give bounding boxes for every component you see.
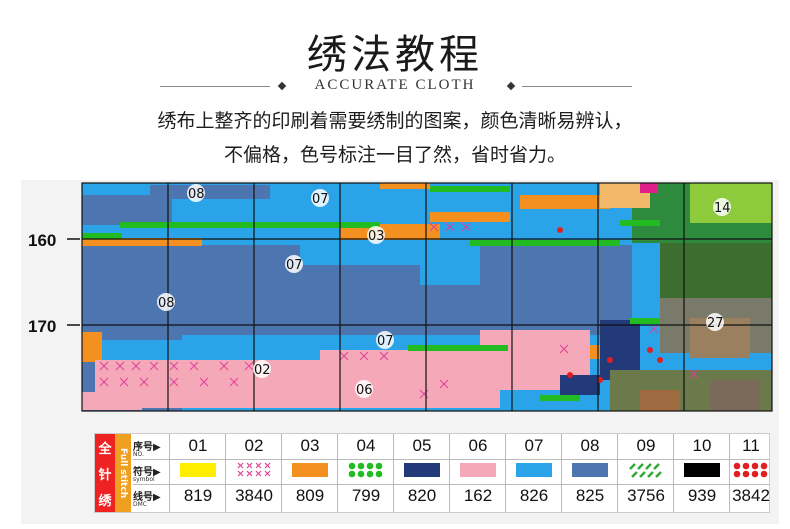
region-label-text: 07: [286, 258, 303, 273]
entry-dmc-code: 820: [407, 486, 437, 505]
entry-dmc-code: 3840: [235, 486, 273, 505]
color-legend: 全 针 绣 Full stitch 序号▶ NO. 符号▶ symbol 线号▶…: [94, 433, 770, 513]
legend-entry: 02 3840: [225, 434, 282, 512]
entry-number: 01: [188, 436, 208, 455]
region-label: 03: [367, 226, 385, 244]
entry-dmc-code: 939: [687, 486, 717, 505]
green-slash-icon: [628, 462, 664, 482]
orange-fill-icon: [292, 462, 328, 481]
region-label-text: 07: [377, 334, 394, 349]
entry-number: 08: [580, 436, 600, 455]
entry-number: 05: [412, 436, 432, 455]
row-header-cn: 符号: [133, 467, 153, 478]
row-header-no: 序号▶ NO.: [133, 438, 169, 458]
entry-dmc-code: 3756: [627, 486, 665, 505]
region-label-text: 08: [158, 296, 175, 311]
legend-entry: 07 826: [505, 434, 562, 512]
navy-fill-icon: [404, 462, 440, 481]
stitch-category-cn: 全 针 绣: [95, 434, 115, 512]
entry-dmc-code: 162: [463, 486, 493, 505]
region-label: 07: [376, 331, 394, 349]
row-header-dmc: 线号▶ DMC: [133, 488, 169, 508]
category-char: 全: [98, 441, 112, 457]
region-label-text: 27: [707, 316, 724, 331]
legend-entry: 04 799: [337, 434, 394, 512]
row-header-en: symbol: [133, 476, 155, 483]
yellow-fill-icon: [180, 462, 216, 481]
pink-cross-icon: [236, 462, 272, 482]
region-label-text: 02: [254, 363, 271, 378]
region-label: 02: [253, 360, 271, 378]
entry-number: 04: [356, 436, 376, 455]
entry-number: 03: [300, 436, 320, 455]
green-dots-icon: [348, 462, 384, 482]
region-label-text: 03: [368, 229, 385, 244]
entry-dmc-code: 799: [351, 486, 381, 505]
entry-number: 07: [524, 436, 544, 455]
entry-number: 02: [244, 436, 264, 455]
entry-dmc-code: 3842: [732, 486, 770, 505]
subtitle-divider-left: [160, 86, 270, 87]
row-label-170: 170: [28, 317, 57, 336]
entry-dmc-code: 819: [183, 486, 213, 505]
row-header-symbol: 符号▶ symbol: [133, 463, 169, 483]
legend-entry: 09 3756: [617, 434, 674, 512]
subtitle-row: ACCURATE CLOTH: [0, 76, 790, 96]
legend-entry: 03 809: [281, 434, 338, 512]
legend-entry: 10 939: [673, 434, 730, 512]
legend-entry: 08 825: [561, 434, 618, 512]
region-label: 07: [311, 189, 329, 207]
pink-fill-icon: [460, 462, 496, 481]
steel-fill-icon: [572, 462, 608, 481]
region-label: 08: [157, 293, 175, 311]
subtitle-divider-right: [522, 86, 632, 87]
description-line-1: 绣布上整齐的印刷着需要绣制的图案，颜色清晰易辨认，: [157, 110, 633, 132]
blue-fill-icon: [516, 462, 552, 481]
row-header-en: DMC: [133, 501, 147, 508]
region-label-text: 08: [188, 187, 205, 202]
legend-entry: 05 820: [393, 434, 450, 512]
region-label: 06: [355, 380, 373, 398]
region-label: 07: [285, 255, 303, 273]
entry-dmc-code: 825: [575, 486, 605, 505]
page-title: 绣法教程: [307, 32, 483, 78]
entry-number: 11: [742, 436, 760, 455]
entry-dmc-code: 809: [295, 486, 325, 505]
legend-entry: 06 162: [449, 434, 506, 512]
row-header-cn: 序号: [133, 442, 153, 453]
row-header-cn: 线号: [133, 492, 153, 503]
region-label: 14: [713, 198, 731, 216]
legend-entry: 01 819: [169, 434, 226, 512]
category-char: 绣: [98, 493, 112, 509]
legend-entry: 11 3842: [729, 434, 772, 512]
entry-number: 06: [468, 436, 488, 455]
green-dots-icon: [348, 462, 383, 478]
page-subtitle: ACCURATE CLOTH: [314, 77, 476, 93]
region-label-text: 07: [312, 192, 329, 207]
legend-divider: [133, 484, 769, 485]
entry-dmc-code: 826: [519, 486, 549, 505]
row-label-160: 160: [28, 231, 57, 250]
legend-divider: [133, 459, 769, 460]
region-label: 27: [706, 313, 724, 331]
description-line-2: 不偏格，色号标注一目了然，省时省力。: [223, 144, 566, 166]
category-char: 针: [98, 467, 112, 483]
region-label-text: 06: [356, 383, 373, 398]
region-label: 08: [187, 184, 205, 202]
row-header-en: NO.: [133, 451, 144, 458]
entry-number: 10: [692, 436, 712, 455]
stitch-category-en: Full stitch: [115, 434, 131, 512]
black-fill-icon: [684, 462, 720, 481]
entry-number: 09: [636, 436, 656, 455]
red-dots-icon: [733, 462, 769, 482]
region-label-text: 14: [714, 201, 731, 216]
